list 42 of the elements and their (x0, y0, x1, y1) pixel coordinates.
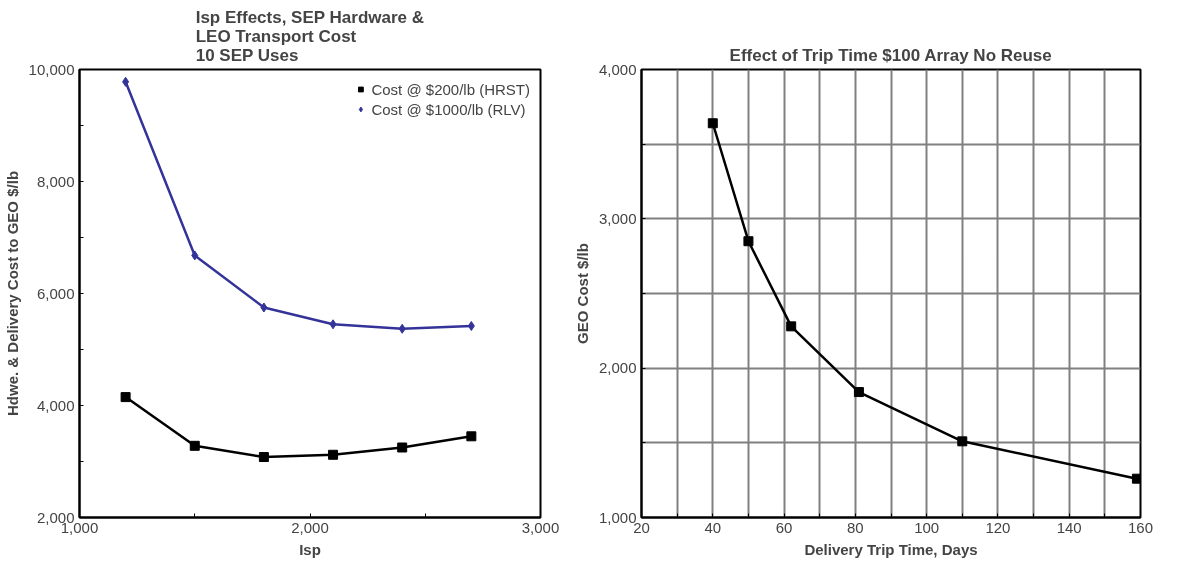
point (398, 323, 406, 334)
point (853, 387, 864, 398)
chart-title: Isp Effects, SEP Hardware & LEO Transport Cost 10 SEP Uses (195, 7, 425, 65)
y-tick-label: 2,000 (598, 359, 637, 377)
x-tick-label: 160 (1127, 518, 1154, 536)
point (260, 302, 268, 313)
y-tick-label: 6,000 (36, 284, 75, 302)
point (1131, 473, 1141, 484)
x-tick-label: 40 (704, 518, 722, 536)
point (786, 321, 797, 332)
point (707, 118, 718, 129)
x-tick-label: 80 (847, 518, 864, 536)
y-axis-title: GEO Cost $/lb (573, 243, 591, 344)
chart-title: Effect of Trip Time $100 Array No Reuse (729, 45, 1052, 65)
x-axis-title: Delivery Trip Time, Days (804, 540, 978, 558)
point (397, 442, 408, 453)
y-axis-title: Hdwe. & Delivery Cost to GEO $/lb (3, 170, 21, 417)
point (328, 449, 339, 460)
point (189, 440, 200, 451)
legend-label: Cost @ $1000/lb (RLV) (371, 100, 526, 118)
point (191, 250, 199, 261)
x-tick-label: 120 (985, 518, 1011, 536)
point (743, 236, 754, 247)
x-tick-label: 2,000 (291, 518, 329, 536)
y-tick-label: 10,000 (28, 60, 75, 78)
legend-label: Cost @ $200/lb (HRST) (371, 80, 530, 98)
point (258, 452, 269, 463)
x-axis-title: Isp (299, 540, 321, 558)
x-tick-label: 140 (1056, 518, 1082, 536)
point (120, 392, 131, 403)
point (467, 320, 475, 331)
point (329, 319, 337, 330)
point (122, 76, 130, 87)
x-tick-label: 60 (775, 518, 793, 536)
y-tick-label: 4,000 (598, 60, 637, 78)
y-tick-label: 8,000 (36, 172, 75, 190)
point (957, 436, 968, 447)
y-tick-label: 4,000 (36, 396, 75, 414)
x-tick-label: 100 (914, 518, 940, 536)
point (466, 431, 477, 442)
y-tick-label: 3,000 (598, 209, 637, 227)
x-tick-label: 3,000 (521, 518, 560, 536)
